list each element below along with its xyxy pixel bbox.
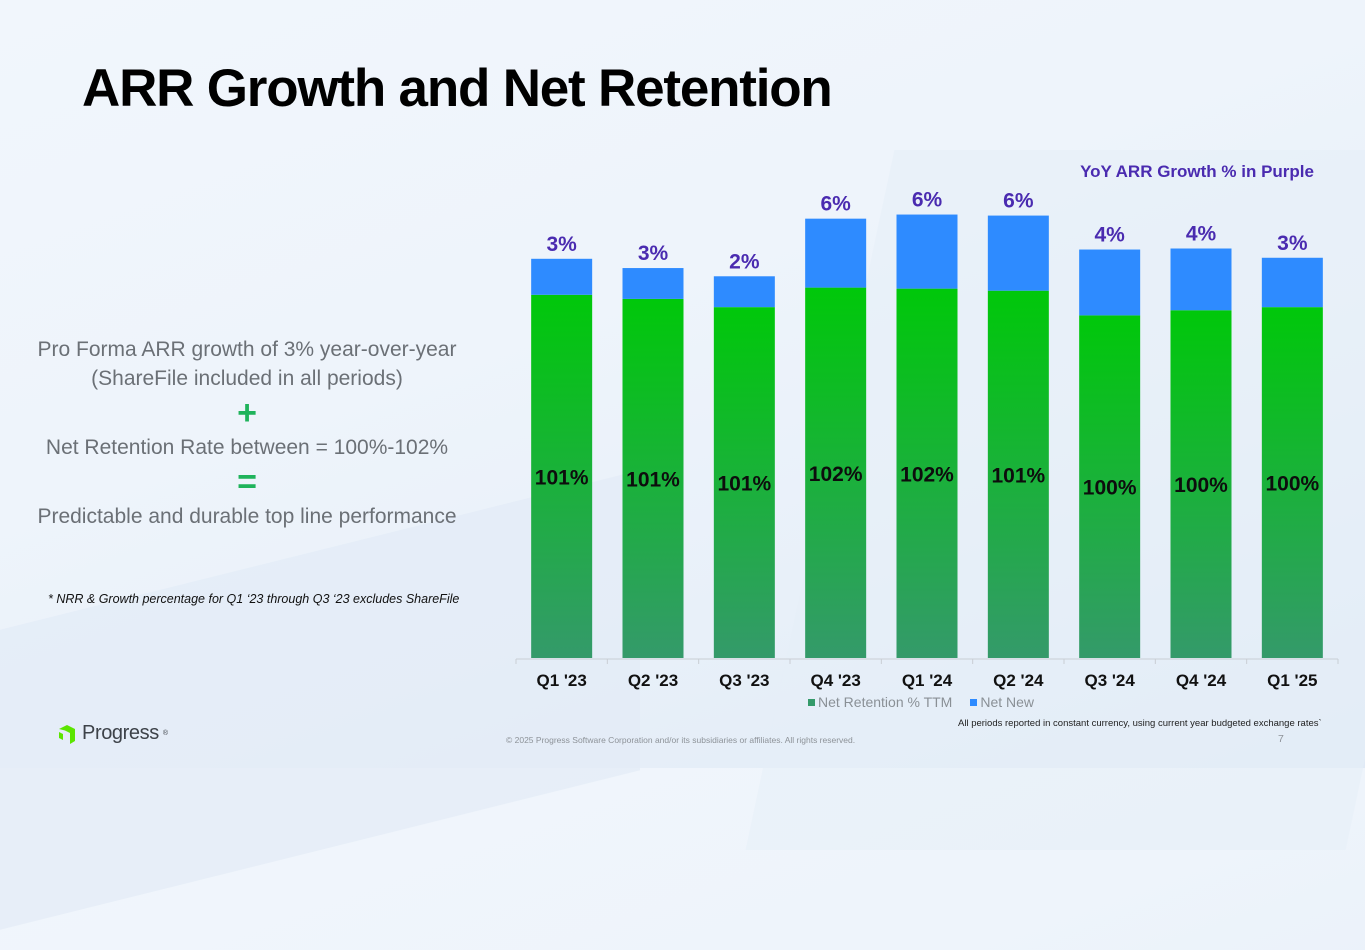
copyright-notice: © 2025 Progress Software Corporation and…: [506, 735, 856, 745]
bar-net-retention: [531, 294, 593, 658]
registered-mark: ®: [162, 730, 169, 737]
data-label-yoy-growth: 6%: [1003, 190, 1034, 213]
legend-swatch-net-retention: [808, 698, 815, 706]
x-tick-label: Q1 '23: [536, 671, 586, 690]
bar-net-new: [987, 215, 1049, 291]
plus-symbol: +: [237, 394, 257, 432]
data-label-net-retention: 101%: [717, 473, 771, 496]
conclusion-statement: Predictable and durable top line perform…: [37, 505, 457, 528]
stacked-bar-chart: 101% 3% Q1 '23 101% 3% Q2 '23 101% 2% Q3 '23 102%…: [515, 189, 1339, 690]
progress-chevron-logo-icon: [59, 724, 75, 744]
bar-net-retention: [1170, 310, 1232, 658]
page-number: 7: [1278, 733, 1284, 745]
data-label-yoy-growth: 3%: [1277, 232, 1308, 255]
sharefile-footnote: * NRR & Growth percentage for Q1 ‘23 thr…: [48, 592, 460, 606]
data-label-net-retention: 102%: [809, 463, 863, 486]
growth-statement: Pro Forma ARR growth of 3% year-over-yea…: [37, 338, 457, 390]
bar-net-new: [1079, 249, 1141, 316]
data-label-net-retention: 100%: [1174, 474, 1228, 497]
data-label-yoy-growth: 4%: [1186, 223, 1217, 246]
bar-net-new: [805, 218, 867, 288]
progress-logo: Progress ®: [56, 722, 168, 745]
x-tick-label: Q1 '24: [902, 671, 953, 690]
legend-item-net-new: Net New: [970, 694, 1034, 710]
data-label-net-retention: 100%: [1083, 477, 1137, 500]
x-tick-label: Q2 '23: [628, 671, 678, 690]
bar-net-new: [622, 268, 684, 299]
bar-net-retention: [896, 288, 958, 658]
data-label-yoy-growth: 2%: [729, 250, 760, 273]
legend-swatch-net-new: [970, 698, 978, 706]
chart-annotation: YoY ARR Growth % in Purple: [1080, 162, 1314, 181]
legend-label: Net New: [980, 694, 1035, 710]
chart-legend: Net Retention % TTM Net New: [808, 694, 1034, 710]
data-label-net-retention: 101%: [535, 466, 589, 489]
bar-net-retention: [622, 298, 684, 658]
bar-net-new: [1261, 257, 1323, 308]
bar-net-new: [531, 258, 593, 295]
data-label-net-retention: 101%: [991, 464, 1045, 487]
bar-net-retention: [987, 290, 1049, 658]
slide-title: ARR Growth and Net Retention: [82, 59, 833, 118]
bar-net-retention: [713, 307, 775, 658]
legend-item-net-retention: Net Retention % TTM: [808, 694, 952, 710]
data-label-yoy-growth: 3%: [638, 242, 669, 265]
retention-statement: Net Retention Rate between = 100%-102%: [45, 436, 449, 459]
data-label-yoy-growth: 6%: [820, 193, 851, 216]
x-tick-label: Q3 '23: [719, 671, 769, 690]
data-label-net-retention: 100%: [1265, 473, 1319, 496]
data-label-net-retention: 101%: [626, 468, 680, 491]
bar-net-new: [896, 214, 958, 289]
x-tick-label: Q4 '23: [810, 671, 860, 690]
x-tick-label: Q2 '24: [993, 671, 1044, 690]
data-label-yoy-growth: 6%: [912, 189, 943, 212]
legend-label: Net Retention % TTM: [818, 694, 953, 710]
x-tick-label: Q1 '25: [1267, 671, 1317, 690]
logo-wordmark: Progress: [82, 722, 159, 744]
data-label-net-retention: 102%: [900, 463, 954, 486]
bar-net-new: [1170, 248, 1232, 311]
bar-net-retention: [1261, 307, 1323, 658]
currency-note: All periods reported in constant currenc…: [958, 718, 1322, 729]
summary-panel: Pro Forma ARR growth of 3% year-over-yea…: [22, 335, 472, 531]
equals-symbol: =: [237, 463, 257, 501]
bar-net-retention: [805, 287, 867, 658]
data-label-yoy-growth: 4%: [1094, 224, 1125, 247]
bar-net-retention: [1079, 315, 1141, 658]
x-tick-label: Q4 '24: [1176, 671, 1227, 690]
data-label-yoy-growth: 3%: [546, 233, 577, 256]
bar-net-new: [713, 276, 775, 308]
x-tick-label: Q3 '24: [1084, 671, 1135, 690]
